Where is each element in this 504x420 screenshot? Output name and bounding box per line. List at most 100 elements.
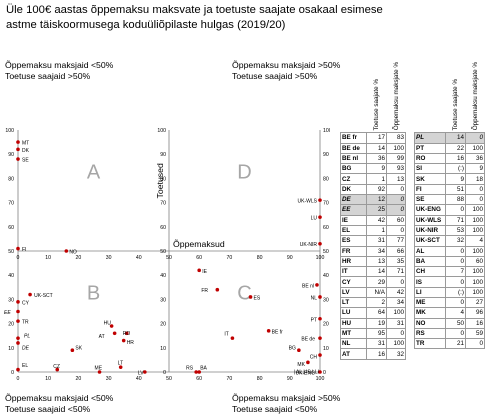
y-tick-label-center: 70 [160, 201, 166, 207]
y-tick-label-left: 100 [5, 128, 14, 134]
table-value-cell: 36 [465, 152, 485, 165]
table-value-cell: 16 [366, 348, 387, 360]
table-value-cell: 64 [366, 307, 387, 319]
point-bg [297, 348, 301, 353]
x-tick-label-center: 40 [136, 255, 142, 261]
table-country-cell: IE [340, 214, 367, 226]
table-value-cell: 0 [445, 204, 466, 216]
chart-title: Üle 100€ aastas õppemaksu maksvate ja to… [6, 4, 383, 31]
table-country-cell: MT [340, 327, 367, 340]
point-be-fr [266, 329, 271, 333]
y-tick-label-right: 40 [323, 273, 329, 279]
table-value-cell: 0 [386, 204, 406, 216]
table-value-cell: 83 [386, 132, 406, 144]
table-row: LU 64 100 [340, 307, 406, 319]
table-row: RS 0 59 [414, 327, 485, 340]
table-value-cell: 77 [386, 235, 406, 247]
table-row: TR 21 0 [414, 338, 485, 350]
table-country-cell: LI [414, 286, 446, 299]
table-value-cell: 100 [465, 224, 485, 237]
table-value-cell: 60 [386, 214, 406, 226]
y-tick-label-left: 10 [8, 346, 14, 352]
table-row: UK-SCT 32 4 [414, 235, 485, 247]
table-value-cell: 34 [386, 296, 406, 309]
y-tick-label-right: 100 [323, 128, 330, 134]
table-country-cell: BE fr [340, 132, 367, 144]
y-tick-label-center: 80 [160, 176, 166, 182]
table-country-cell: BG [340, 163, 367, 175]
point-de [16, 341, 20, 345]
table-value-cell: 14 [366, 266, 387, 278]
table-value-cell: 31 [366, 338, 387, 350]
table-value-cell: 0 [445, 255, 466, 268]
point-label-be-nl: BE nl [302, 283, 314, 289]
table-row: CY 29 0 [340, 276, 406, 288]
table-value-cell: 0 [445, 296, 466, 309]
y-tick-label-center: 10 [160, 346, 166, 352]
table-value-cell: 100 [465, 245, 485, 257]
table-country-cell: BE nl [340, 152, 367, 165]
point-uk-wls [318, 198, 322, 202]
table-row: IS 0 100 [414, 276, 485, 288]
table-value-cell: 32 [445, 235, 466, 247]
table-value-cell: 100 [465, 286, 485, 299]
table-header-text: Õppemaksu maksjate % [392, 62, 400, 131]
point-ro [124, 331, 129, 336]
table-row: ME 0 27 [414, 296, 485, 309]
quadrant-letter-b: B [87, 282, 100, 304]
table-value-cell: 14 [366, 142, 387, 154]
table-country-cell: NL [340, 338, 367, 350]
table-value-cell: 92 [366, 183, 387, 196]
table-value-cell: 9 [445, 173, 466, 185]
y-tick-label-left: 60 [8, 225, 14, 231]
table-value-cell: 2 [366, 296, 387, 309]
table-row: FI 51 0 [414, 183, 485, 196]
table-value-cell: 7 [445, 266, 466, 278]
table-row: UK-NIR 53 100 [414, 224, 485, 237]
table-value-cell: 0 [465, 183, 485, 196]
x-tick-label-bottom: 40 [136, 376, 142, 382]
table-row: CH 7 100 [414, 266, 485, 278]
y-tick-label-left: 50 [8, 249, 14, 255]
point-uk-nir [318, 241, 322, 246]
point-label-fi: FI [22, 247, 26, 253]
table-value-cell: 51 [445, 183, 466, 196]
table-value-cell: 1 [366, 224, 387, 237]
point-label-uk-sct: UK-SCT [34, 293, 53, 299]
table-row: DK 92 0 [340, 183, 406, 196]
x-tick-label-bottom: 30 [106, 376, 112, 382]
point-be-de [318, 336, 322, 340]
table-value-cell: 18 [465, 173, 485, 185]
point-el [16, 367, 20, 372]
table-value-cell: 25 [366, 204, 387, 216]
y-tick-label-center: 60 [160, 225, 166, 231]
table-value-cell: 0 [386, 224, 406, 237]
table-row: RO 16 36 [414, 152, 485, 165]
table-row: NL 31 100 [340, 338, 406, 350]
point-hu [109, 324, 114, 328]
table-value-cell: 9 [465, 163, 485, 175]
table-row: CZ 1 13 [340, 173, 406, 185]
table-row: LV N/A 42 [340, 286, 406, 299]
table-header-text: Õppemaksu maksjate % [471, 62, 479, 131]
point-pt [318, 316, 322, 321]
table-header-empty [341, 62, 367, 133]
table-row: FR 34 66 [340, 245, 406, 257]
table-value-cell: 0 [386, 194, 406, 206]
table-value-cell: (:) [445, 286, 466, 299]
point-label-uk-nir: UK-NIR [300, 242, 318, 248]
x-tick-label-bottom: 80 [257, 376, 263, 382]
point-label-ie: IE [202, 269, 207, 275]
point-uk-eng [318, 370, 322, 374]
table-value-cell: 99 [386, 152, 406, 165]
point-label-be-de: BE de [301, 337, 315, 343]
table-country-cell: TR [414, 338, 446, 350]
quadrant-label-top-left: Õppemaksu maksjaid <50% Toetuse saajaid … [5, 60, 113, 82]
x-tick-label-center: 10 [45, 255, 51, 261]
table-value-cell: 0 [386, 276, 406, 288]
table-header-cell: Toetuse saajate % [367, 62, 387, 133]
table-value-cell: 0 [386, 327, 406, 340]
point-label-sk: SK [75, 346, 82, 352]
table-value-cell: 50 [445, 317, 466, 329]
point-ch [318, 353, 322, 357]
